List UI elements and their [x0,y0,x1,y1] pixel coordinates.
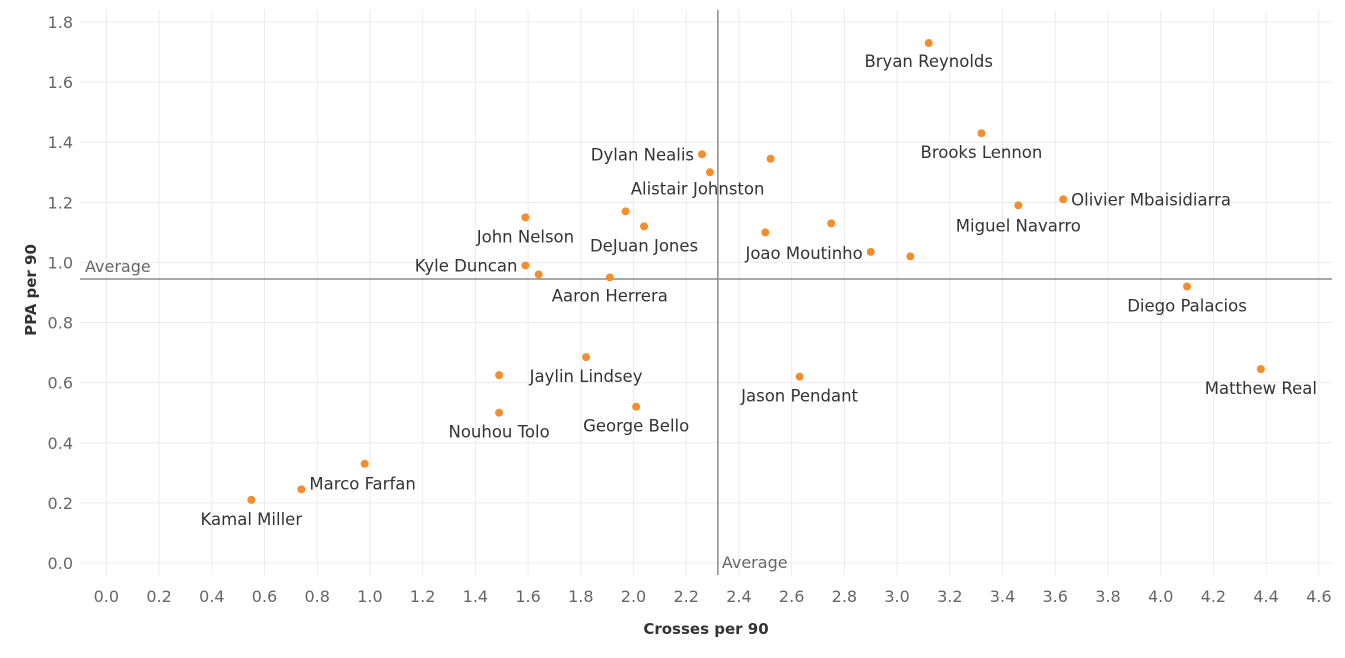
data-point[interactable] [866,247,875,256]
x-tick-label: 2.4 [726,587,751,606]
data-point[interactable] [795,372,804,381]
data-point[interactable] [977,129,986,138]
point-label: Dylan Nealis [591,145,694,164]
y-axis-title: PPA per 90 [22,244,40,336]
data-point[interactable] [924,39,933,48]
point-label: Bryan Reynolds [864,52,993,71]
data-point[interactable] [705,168,714,177]
point-label: DeJuan Jones [590,236,698,255]
y-average-label: Average [85,257,151,276]
x-tick-label: 2.8 [832,587,857,606]
data-point[interactable] [632,402,641,411]
x-tick-label: 0.8 [304,587,329,606]
point-label: Miguel Navarro [956,216,1081,235]
data-point[interactable] [534,270,543,279]
x-tick-label: 0.6 [252,587,277,606]
data-points [247,39,1265,504]
point-label: Jaylin Lindsey [529,367,643,386]
y-tick-label: 1.2 [48,193,73,212]
point-label: George Bello [583,417,689,436]
x-tick-label: 1.2 [410,587,435,606]
data-point[interactable] [605,273,614,282]
axis-ticks: 0.0 0.2 0.4 0.6 0.8 1.0 1.2 1.4 1.6 1.8 2.0 2.2 2.4 2… [48,13,1332,606]
point-label: Olivier Mbaisidiarra [1071,190,1231,209]
data-point[interactable] [495,371,504,380]
x-tick-label: 1.0 [357,587,382,606]
x-tick-label: 0.4 [199,587,224,606]
y-tick-label: 0.4 [48,434,73,453]
x-tick-label: 3.2 [937,587,962,606]
data-point[interactable] [827,219,836,228]
data-point[interactable] [297,485,306,494]
y-tick-label: 1.8 [48,13,73,32]
x-tick-label: 3.8 [1095,587,1120,606]
data-point[interactable] [495,408,504,417]
y-tick-label: 1.6 [48,73,73,92]
x-average-label: Average [722,553,788,572]
x-tick-label: 4.4 [1253,587,1278,606]
x-tick-label: 2.2 [674,587,699,606]
point-label: Alistair Johnston [631,179,765,198]
reference-lines: Average Average [80,10,1332,575]
data-point[interactable] [906,252,915,261]
y-tick-label: 0.0 [48,554,73,573]
point-labels: Bryan Reynolds Brooks Lennon Dylan Nealis A… [201,52,1317,529]
point-label: Joao Moutinho [744,244,862,263]
point-label: Kamal Miller [201,510,303,529]
data-point[interactable] [621,207,630,216]
x-tick-label: 4.2 [1201,587,1226,606]
data-point[interactable] [766,154,775,163]
data-point[interactable] [521,261,530,270]
point-label: Matthew Real [1205,379,1317,398]
y-tick-label: 0.2 [48,494,73,513]
x-tick-label: 2.0 [621,587,646,606]
x-tick-label: 0.0 [94,587,119,606]
data-point[interactable] [582,353,591,362]
x-tick-label: 1.6 [515,587,540,606]
data-point[interactable] [640,222,649,231]
data-point[interactable] [1059,195,1068,204]
x-tick-label: 3.6 [1043,587,1068,606]
point-label: Brooks Lennon [921,143,1043,162]
grid [80,10,1332,575]
data-point[interactable] [761,228,770,237]
x-tick-label: 4.6 [1306,587,1331,606]
point-label: Aaron Herrera [552,286,668,305]
x-tick-label: 3.4 [990,587,1015,606]
y-tick-label: 1.4 [48,133,73,152]
data-point[interactable] [360,459,369,468]
data-point[interactable] [521,213,530,222]
x-tick-label: 0.2 [146,587,171,606]
x-tick-label: 3.0 [884,587,909,606]
x-tick-label: 2.6 [779,587,804,606]
x-axis-title: Crosses per 90 [643,620,768,638]
x-tick-label: 4.0 [1148,587,1173,606]
y-tick-label: 0.6 [48,374,73,393]
data-point[interactable] [1183,282,1192,291]
point-label: Diego Palacios [1127,296,1247,315]
x-tick-label: 1.8 [568,587,593,606]
point-label: Kyle Duncan [415,256,518,275]
data-point[interactable] [1014,201,1023,210]
point-label: Jason Pendant [740,387,858,406]
y-tick-label: 0.8 [48,314,73,333]
point-label: John Nelson [476,227,574,246]
data-point[interactable] [1256,365,1265,374]
data-point[interactable] [698,150,707,159]
y-tick-label: 1.0 [48,253,73,272]
x-tick-label: 1.4 [463,587,488,606]
point-label: Marco Farfan [309,474,415,493]
point-label: Nouhou Tolo [448,423,549,442]
data-point[interactable] [247,495,256,504]
